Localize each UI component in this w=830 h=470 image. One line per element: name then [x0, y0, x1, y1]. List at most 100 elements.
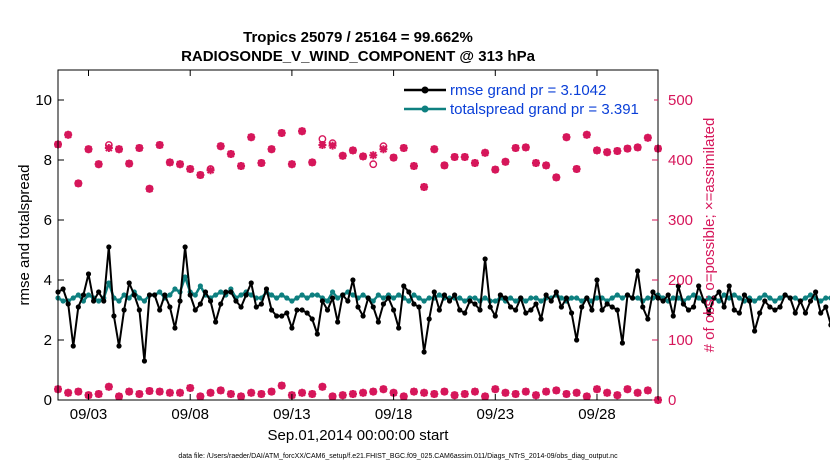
- rmse-point: [284, 310, 290, 316]
- rmse-point: [172, 325, 178, 331]
- rmse-point: [635, 268, 641, 274]
- rmse-point: [421, 349, 427, 355]
- totalspread-point: [482, 295, 488, 301]
- rmse-point: [609, 304, 615, 310]
- rmse-point: [75, 304, 81, 310]
- obs-assimilated-point: [399, 144, 408, 152]
- obs-assimilated-point: [562, 133, 571, 142]
- rmse-point: [268, 307, 275, 313]
- rmse-point: [304, 310, 310, 316]
- rmse-point: [818, 310, 824, 316]
- totalspread-point: [492, 298, 498, 304]
- obs-assimilated-point: [359, 388, 368, 397]
- rmse-point: [324, 307, 331, 313]
- obs-assimilated-point: [379, 385, 388, 394]
- rmse-point: [497, 292, 503, 298]
- rmse-point: [360, 313, 366, 319]
- obs-assimilated-point: [226, 150, 235, 158]
- rmse-point: [584, 295, 590, 301]
- rmse-point: [411, 301, 417, 307]
- rmse-point: [279, 313, 285, 319]
- rmse-point: [777, 304, 783, 310]
- rmse-point: [706, 310, 712, 316]
- totalspread-point: [157, 289, 163, 295]
- rmse-point: [492, 313, 498, 319]
- rmse-point: [131, 292, 137, 298]
- rmse-point: [558, 304, 564, 310]
- totalspread-point: [685, 295, 692, 301]
- rmse-point: [619, 340, 626, 346]
- totalspread-point: [279, 292, 285, 298]
- obs-assimilated-point: [328, 392, 337, 401]
- rmse-point: [197, 301, 203, 307]
- rmse-point: [167, 304, 173, 310]
- totalspread-point: [360, 292, 366, 298]
- legend-box: [400, 78, 654, 120]
- rmse-point: [314, 331, 320, 337]
- totalspread-point: [457, 295, 463, 301]
- rmse-point: [589, 307, 595, 313]
- obs-assimilated-point: [440, 161, 449, 170]
- rmse-point: [772, 307, 778, 313]
- rmse-point: [121, 307, 127, 313]
- rmse-point: [65, 301, 71, 307]
- y-right-tick-label: 400: [668, 152, 693, 169]
- rmse-point: [462, 310, 468, 316]
- totalspread-point: [568, 295, 575, 301]
- rmse-point: [716, 289, 722, 295]
- totalspread-point: [731, 292, 737, 298]
- rmse-point: [736, 310, 742, 316]
- rmse-point: [274, 313, 280, 319]
- obs-assimilated-point: [84, 145, 93, 154]
- obs-assimilated-point: [104, 382, 113, 391]
- totalspread-point: [579, 298, 585, 304]
- rmse-point: [96, 289, 102, 295]
- y-axis-right-label: # of obs: o=possible; ×=assimilated: [701, 118, 718, 353]
- rmse-point: [487, 304, 493, 310]
- obs-assimilated-point: [542, 387, 551, 396]
- obs-assimilated-point: [74, 179, 83, 188]
- rmse-point: [670, 313, 676, 319]
- rmse-point: [502, 295, 509, 301]
- y-right-tick-label: 300: [668, 212, 693, 229]
- rmse-point: [752, 328, 758, 334]
- totalspread-point: [238, 292, 244, 298]
- y-left-tick-label: 8: [44, 152, 52, 169]
- obs-assimilated-point: [267, 145, 276, 154]
- obs-assimilated-point: [369, 387, 378, 396]
- obs-assimilated-point: [623, 385, 632, 394]
- rmse-point: [640, 304, 646, 310]
- totalspread-point: [802, 295, 809, 301]
- rmse-point: [711, 295, 717, 301]
- obs-assimilated-point: [186, 165, 195, 173]
- rmse-point: [218, 301, 224, 307]
- obs-assimilated-point: [237, 392, 246, 401]
- y-right-tick-label: 100: [668, 332, 693, 349]
- obs-assimilated-point: [613, 391, 622, 400]
- rmse-point: [192, 307, 198, 313]
- obs-assimilated-point: [64, 388, 73, 397]
- rmse-point: [299, 307, 305, 313]
- obs-assimilated-point: [216, 142, 225, 151]
- totalspread-point: [823, 295, 829, 301]
- obs-assimilated-point: [196, 171, 205, 179]
- rmse-point: [436, 307, 442, 313]
- totalspread-point: [136, 295, 142, 301]
- totalspread-point: [635, 295, 641, 301]
- rmse-point: [513, 307, 519, 313]
- rmse-point: [553, 289, 559, 295]
- rmse-point: [106, 244, 112, 250]
- obs-assimilated-point: [542, 161, 551, 170]
- obs-assimilated-point: [247, 133, 256, 142]
- y-left-tick-label: 10: [35, 92, 52, 109]
- obs-assimilated-point: [470, 387, 479, 396]
- obs-assimilated-point: [460, 153, 469, 161]
- axes-box: [57, 69, 659, 401]
- rmse-point: [548, 298, 554, 304]
- rmse-point: [70, 343, 76, 349]
- rmse-point: [680, 301, 687, 307]
- obs-assimilated-point: [603, 148, 612, 157]
- rmse-point: [787, 295, 793, 301]
- totalspread-point: [284, 295, 290, 301]
- rmse-point: [406, 289, 412, 295]
